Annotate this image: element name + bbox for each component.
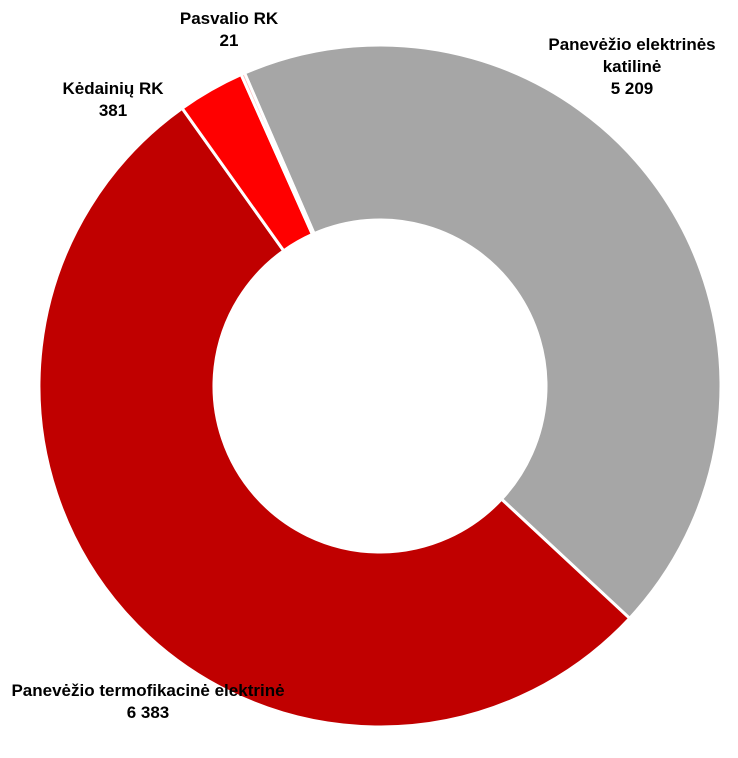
value-label: 21 bbox=[219, 31, 239, 50]
data-label: Panevėžio termofikacinė elektrinė 6 383 bbox=[8, 680, 288, 724]
data-label: Kėdainių RK 381 bbox=[43, 78, 183, 122]
donut-slice bbox=[239, 71, 317, 237]
value-label: 381 bbox=[98, 101, 128, 120]
donut-slice bbox=[37, 106, 632, 729]
value-label: 5 209 bbox=[610, 79, 654, 98]
category-label: Panevėžio elektrinės katilinė bbox=[548, 35, 716, 76]
donut-slice bbox=[242, 43, 723, 621]
data-label: Panevėžio elektrinės katilinė 5 209 bbox=[547, 34, 717, 100]
category-label: Kėdainių RK bbox=[62, 79, 164, 98]
data-label: Pasvalio RK 21 bbox=[159, 8, 299, 52]
value-label: 6 383 bbox=[126, 703, 170, 722]
category-label: Panevėžio termofikacinė elektrinė bbox=[11, 681, 285, 700]
category-label: Pasvalio RK bbox=[179, 9, 279, 28]
